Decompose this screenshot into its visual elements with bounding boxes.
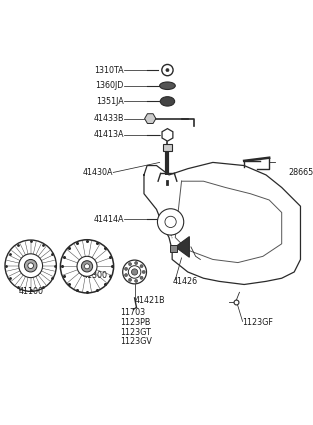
Circle shape [125, 274, 128, 277]
Text: 1123GF: 1123GF [243, 318, 274, 327]
Text: 41426: 41426 [172, 277, 197, 286]
Circle shape [125, 267, 128, 270]
Text: 28665: 28665 [288, 168, 313, 177]
Circle shape [129, 263, 131, 266]
Ellipse shape [160, 97, 175, 106]
Text: 1360JD: 1360JD [95, 81, 124, 90]
Circle shape [19, 254, 43, 278]
Bar [170, 245, 177, 252]
Circle shape [140, 276, 143, 279]
Circle shape [140, 265, 143, 268]
Text: 1123PB: 1123PB [121, 318, 151, 327]
Circle shape [162, 65, 173, 76]
Text: 41414A: 41414A [93, 215, 124, 224]
Circle shape [129, 278, 131, 281]
Text: 41300: 41300 [83, 271, 108, 280]
Circle shape [165, 216, 176, 227]
Polygon shape [145, 114, 156, 124]
Polygon shape [162, 129, 173, 141]
Circle shape [135, 261, 138, 265]
Circle shape [166, 68, 169, 72]
Circle shape [157, 209, 184, 235]
Circle shape [135, 279, 138, 283]
Circle shape [24, 259, 37, 272]
Bar [163, 144, 172, 151]
Text: 11703: 11703 [121, 308, 146, 317]
Circle shape [128, 266, 141, 278]
Circle shape [28, 263, 33, 269]
Circle shape [142, 270, 145, 274]
Polygon shape [175, 237, 189, 257]
Circle shape [131, 269, 138, 275]
Circle shape [60, 240, 114, 293]
Circle shape [77, 256, 97, 276]
Text: 41421B: 41421B [135, 296, 165, 305]
Circle shape [123, 260, 146, 284]
Text: 41433B: 41433B [93, 114, 124, 123]
Polygon shape [162, 214, 172, 225]
Ellipse shape [160, 82, 175, 90]
Circle shape [5, 240, 56, 292]
Text: 1123GT: 1123GT [121, 328, 151, 337]
Circle shape [85, 264, 90, 269]
Text: 1123GV: 1123GV [121, 337, 152, 346]
Text: 41100: 41100 [19, 287, 44, 296]
Text: 41430A: 41430A [82, 168, 113, 177]
Text: 1351JA: 1351JA [96, 97, 124, 106]
Text: 41413A: 41413A [93, 130, 124, 139]
Text: 1310TA: 1310TA [94, 65, 124, 74]
Circle shape [81, 261, 93, 272]
